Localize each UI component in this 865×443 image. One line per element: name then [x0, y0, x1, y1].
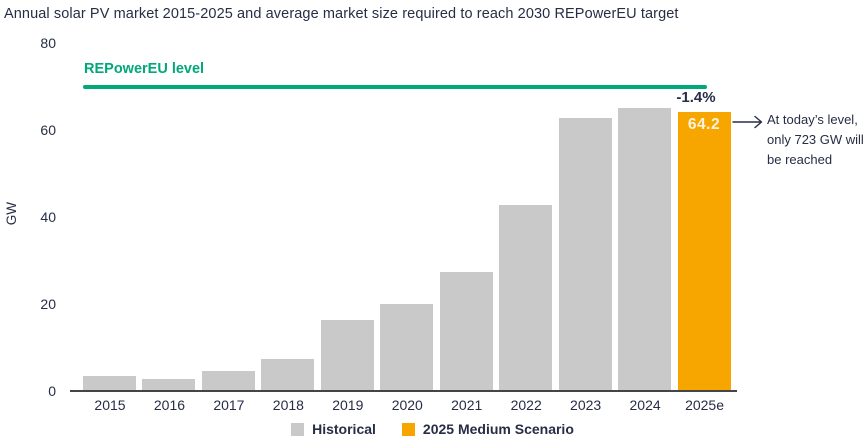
bar-2018 [261, 358, 315, 391]
x-tick-2021: 2021 [451, 397, 483, 413]
x-tick-2025e: 2025e [685, 397, 724, 413]
legend-item-scenario: 2025 Medium Scenario [401, 421, 574, 437]
bar-2017 [201, 371, 255, 391]
historical-swatch-icon [291, 422, 305, 436]
x-tick-2020: 2020 [391, 397, 423, 413]
bar-2021 [439, 271, 493, 391]
y-tick-40: 40 [40, 209, 56, 225]
x-tick-2016: 2016 [153, 397, 186, 413]
y-tick-80: 80 [40, 35, 56, 51]
repowereu-level-line [83, 84, 707, 89]
x-axis-line [70, 390, 737, 392]
bar-2022 [499, 204, 553, 391]
y-tick-20: 20 [40, 296, 56, 312]
x-tick-2022: 2022 [510, 397, 542, 413]
legend-label-scenario: 2025 Medium Scenario [422, 421, 574, 437]
x-tick-2017: 2017 [213, 397, 245, 413]
x-tick-2015: 2015 [94, 397, 126, 413]
repowereu-level-label: REPowerEU level [84, 61, 205, 77]
bar-2025e [677, 111, 731, 391]
pct-change-label: -1.4% [676, 89, 716, 106]
x-tick-2023: 2023 [570, 397, 602, 413]
annotation-note: At today’s level, only 723 GW will be re… [767, 112, 864, 167]
bar-2023 [558, 117, 612, 391]
bar-2015 [83, 376, 136, 391]
x-axis: 2015 2016 2017 2018 2019 2020 2021 2022 2023 2024… [83, 397, 737, 413]
annotation-arrow-icon [732, 115, 766, 134]
legend: Historical 2025 Medium Scenario [0, 421, 865, 437]
bar-2024 [618, 107, 672, 391]
y-tick-60: 60 [40, 122, 56, 138]
legend-item-historical: Historical [291, 421, 376, 437]
bar-2019 [320, 319, 374, 391]
x-tick-2024: 2024 [629, 397, 661, 413]
y-tick-0: 0 [48, 383, 56, 399]
chart-title: Annual solar PV market 2015-2025 and ave… [4, 6, 679, 22]
plot-area [83, 43, 737, 391]
bar-2016 [142, 378, 196, 391]
bar-2020 [380, 304, 434, 391]
scenario-bar-value-label: 64.2 [687, 116, 721, 133]
x-tick-2019: 2019 [332, 397, 364, 413]
scenario-swatch-icon [401, 422, 415, 436]
legend-label-historical: Historical [312, 421, 376, 437]
x-tick-2018: 2018 [272, 397, 304, 413]
